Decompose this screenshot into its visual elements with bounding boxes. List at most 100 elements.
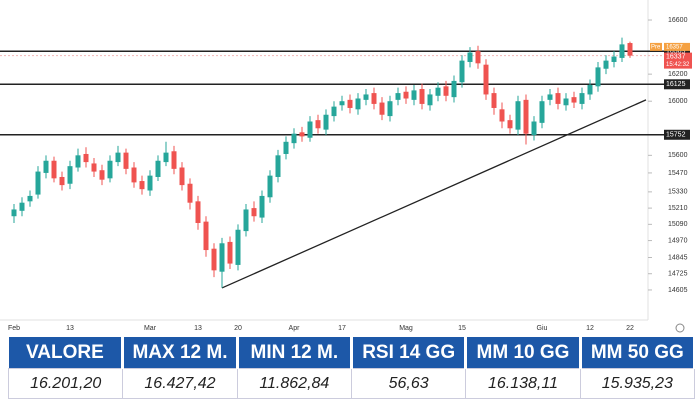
candle-body bbox=[243, 209, 249, 232]
candle-body bbox=[563, 98, 569, 106]
pre-value-box bbox=[664, 42, 690, 51]
candle-body bbox=[203, 221, 209, 251]
trendline bbox=[221, 99, 647, 289]
x-tick-label: Apr bbox=[289, 325, 301, 332]
candle-body bbox=[411, 90, 417, 100]
level-label-box bbox=[664, 79, 690, 90]
y-tick-label: 14725 bbox=[668, 271, 688, 278]
candle-body bbox=[403, 91, 409, 99]
candle-body bbox=[347, 99, 353, 108]
candle-body bbox=[267, 175, 273, 198]
candle-body bbox=[235, 229, 241, 265]
last-price-label: 16337 bbox=[666, 53, 686, 60]
candle-body bbox=[491, 93, 497, 108]
level-label: 15752 bbox=[666, 132, 686, 139]
candle-body bbox=[27, 195, 33, 202]
candle-body bbox=[299, 132, 305, 137]
stats-table: VALORE MAX 12 M. MIN 12 M. RSI 14 GG MM 10 G… bbox=[7, 337, 697, 399]
candle-body bbox=[395, 93, 401, 100]
candle-body bbox=[179, 167, 185, 186]
y-tick-label: 15470 bbox=[668, 170, 688, 177]
x-tick-label: 13 bbox=[194, 325, 202, 332]
candle-body bbox=[51, 160, 57, 179]
x-tick-label: 17 bbox=[338, 325, 346, 332]
candle-body bbox=[627, 43, 633, 56]
level-label: 16369 bbox=[666, 48, 686, 55]
candle-body bbox=[451, 80, 457, 98]
candle-body bbox=[67, 166, 73, 184]
x-tick-label: 20 bbox=[234, 325, 242, 332]
header-cell: RSI 14 GG bbox=[351, 337, 468, 369]
y-tick-label: 15600 bbox=[668, 152, 688, 159]
candle-body bbox=[259, 195, 265, 218]
header-cell: MM 10 GG bbox=[465, 337, 582, 369]
candle-body bbox=[523, 99, 529, 134]
value-cell: 16.427,42 bbox=[122, 368, 238, 399]
value-cell: 16.138,11 bbox=[465, 368, 581, 399]
candle-body bbox=[435, 87, 441, 96]
level-label-box bbox=[664, 46, 690, 57]
candle-body bbox=[531, 121, 537, 136]
candle-body bbox=[211, 248, 217, 271]
candle-body bbox=[579, 93, 585, 104]
candle-body bbox=[195, 201, 201, 223]
last-price-box bbox=[664, 52, 692, 69]
candle-body bbox=[163, 152, 169, 163]
candle-body bbox=[611, 56, 617, 62]
x-tick-label: 13 bbox=[66, 325, 74, 332]
candle-body bbox=[171, 151, 177, 169]
value-row: 16.201,20 16.427,42 11.862,84 56,63 16.138,1… bbox=[7, 368, 696, 399]
candle-body bbox=[483, 64, 489, 95]
x-tick-label: Mar bbox=[144, 325, 157, 332]
x-tick-label: 15 bbox=[458, 325, 466, 332]
candle-body bbox=[507, 120, 513, 129]
candle-body bbox=[467, 52, 473, 62]
candle-body bbox=[75, 155, 81, 168]
candle-body bbox=[331, 106, 337, 117]
candle-body bbox=[219, 243, 225, 272]
candle-body bbox=[251, 208, 257, 217]
y-tick-label: 15210 bbox=[668, 205, 688, 212]
value-cell: 11.862,84 bbox=[236, 368, 352, 399]
candle-body bbox=[443, 86, 449, 96]
value-cell: 56,63 bbox=[350, 368, 467, 399]
last-price-time: 15:42:32 bbox=[666, 62, 690, 68]
candle-body bbox=[139, 181, 145, 190]
candle-body bbox=[227, 241, 233, 264]
candle-body bbox=[371, 93, 377, 104]
candle-body bbox=[587, 84, 593, 95]
x-tick-label: Giu bbox=[537, 325, 548, 332]
y-tick-label: 16200 bbox=[668, 71, 688, 78]
y-tick-label: 16600 bbox=[668, 17, 688, 24]
candle-body bbox=[515, 101, 521, 130]
candle-body bbox=[427, 94, 433, 106]
candle-body bbox=[379, 102, 385, 115]
candle-body bbox=[355, 98, 361, 110]
y-tick-label: 16000 bbox=[668, 98, 688, 105]
candle-body bbox=[107, 160, 113, 179]
y-tick-label: 15330 bbox=[668, 189, 688, 196]
value-cell: 15.935,23 bbox=[579, 368, 696, 399]
candle-body bbox=[283, 141, 289, 154]
pre-label-box bbox=[650, 42, 662, 51]
candle-body bbox=[547, 94, 553, 100]
chart: 16600 16200 16000 15600 15470 15330 15210 15090… bbox=[0, 0, 692, 333]
candle-body bbox=[595, 67, 601, 87]
candle-body bbox=[115, 152, 121, 163]
pre-label: Pre bbox=[651, 44, 661, 50]
settings-icon[interactable] bbox=[675, 323, 685, 333]
candle-body bbox=[459, 60, 465, 83]
candle-body bbox=[603, 60, 609, 69]
candle-body bbox=[99, 170, 105, 180]
header-cell: MM 50 GG bbox=[580, 337, 697, 369]
y-tick-label: 14970 bbox=[668, 237, 688, 244]
level-label: 16125 bbox=[666, 81, 686, 88]
candle-body bbox=[19, 202, 25, 211]
candle-body bbox=[83, 153, 89, 163]
candle-body bbox=[291, 133, 297, 144]
candle-body bbox=[91, 163, 97, 172]
candle-body bbox=[43, 160, 49, 173]
candle-body bbox=[35, 171, 41, 195]
candle-body bbox=[275, 155, 281, 177]
